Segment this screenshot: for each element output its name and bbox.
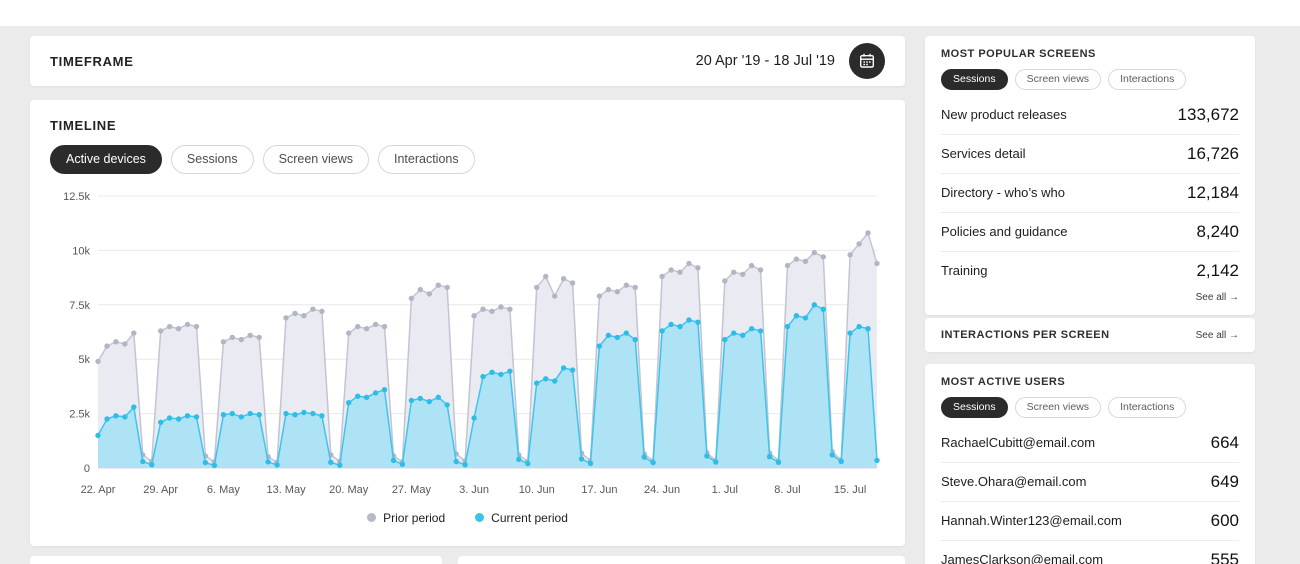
timeline-title: TIMELINE — [50, 118, 117, 133]
svg-text:24. Jun: 24. Jun — [644, 484, 680, 496]
tab-active-devices[interactable]: Active devices — [50, 145, 162, 174]
svg-text:27. May: 27. May — [392, 484, 432, 496]
table-row: Training 2,142 — [941, 252, 1239, 290]
popular-tab-sessions[interactable]: Sessions — [941, 69, 1008, 90]
timeframe-controls: 20 Apr '19 - 18 Jul '19 — [696, 43, 885, 79]
legend-current-label: Current period — [491, 510, 568, 525]
svg-text:29. Apr: 29. Apr — [143, 484, 178, 496]
user-count: 600 — [1210, 510, 1239, 530]
screen-name: Training — [941, 263, 988, 278]
timeframe-title: TIMEFRAME — [50, 53, 134, 69]
current-period-dot-icon — [475, 513, 485, 522]
active-users-tabs: Sessions Screen views Interactions — [941, 397, 1239, 418]
svg-text:7.5k: 7.5k — [69, 299, 90, 311]
table-row: Policies and guidance 8,240 — [941, 213, 1239, 252]
chart-legend: Prior period Current period — [50, 511, 885, 525]
screen-count: 8,240 — [1196, 221, 1239, 241]
screen-name: Policies and guidance — [941, 224, 1068, 239]
calendar-button[interactable] — [849, 43, 885, 79]
user-email: RachaelCubitt@email.com — [941, 435, 1096, 450]
legend-current-period: Current period — [475, 511, 568, 525]
see-all-popular-link[interactable]: See all → — [1195, 291, 1239, 303]
svg-text:8. Jul: 8. Jul — [774, 484, 800, 496]
svg-text:6. May: 6. May — [207, 484, 241, 496]
users-tab-sessions[interactable]: Sessions — [941, 397, 1008, 418]
next-panel-stub-left — [30, 556, 442, 564]
timeline-tabs: Active devices Sessions Screen views Int… — [50, 145, 885, 174]
svg-text:13. May: 13. May — [266, 484, 306, 496]
svg-text:1. Jul: 1. Jul — [712, 484, 738, 496]
most-popular-screens-panel: MOST POPULAR SCREENS Sessions Screen vie… — [925, 36, 1255, 315]
timeline-chart: 0 2.5k 5k 7.5k 10k 12.5k 22. Apr 29. Apr 6. May 1… — [63, 191, 880, 496]
tab-screen-views[interactable]: Screen views — [262, 145, 369, 174]
svg-text:20. May: 20. May — [329, 484, 369, 496]
screen-count: 2,142 — [1196, 260, 1239, 280]
legend-prior-period: Prior period — [367, 511, 445, 525]
svg-text:10. Jun: 10. Jun — [519, 484, 555, 496]
calendar-icon — [859, 53, 875, 69]
prior-period-dot-icon — [367, 513, 377, 522]
screen-name: New product releases — [941, 107, 1067, 122]
screen-count: 16,726 — [1187, 143, 1239, 163]
svg-text:10k: 10k — [72, 245, 90, 257]
svg-text:17. Jun: 17. Jun — [581, 484, 617, 496]
table-row: JamesClarkson@email.com 555 — [941, 541, 1239, 564]
interactions-per-screen-title: INTERACTIONS PER SCREEN — [941, 329, 1110, 341]
timeframe-panel: TIMEFRAME 20 Apr '19 - 18 Jul '19 — [30, 36, 905, 86]
svg-text:0: 0 — [84, 463, 90, 475]
timeline-panel: TIMELINE Active devices Sessions Screen … — [30, 100, 905, 546]
most-active-users-title: MOST ACTIVE USERS — [941, 376, 1066, 388]
table-row: New product releases 133,672 — [941, 96, 1239, 135]
svg-text:22. Apr: 22. Apr — [81, 484, 116, 496]
interactions-per-screen-panel: INTERACTIONS PER SCREEN See all → — [925, 318, 1255, 352]
popular-tab-screen-views[interactable]: Screen views — [1014, 69, 1102, 90]
next-panel-stub-right — [458, 556, 905, 564]
screen-name: Directory - who’s who — [941, 185, 1066, 200]
table-row: Hannah.Winter123@email.com 600 — [941, 502, 1239, 541]
timeline-chart-area: 0 2.5k 5k 7.5k 10k 12.5k 22. Apr 29. Apr 6. May 1… — [50, 182, 885, 509]
table-row: Directory - who’s who 12,184 — [941, 174, 1239, 213]
screen-count: 133,672 — [1177, 104, 1239, 124]
main-column: TIMEFRAME 20 Apr '19 - 18 Jul '19 — [30, 0, 905, 564]
user-count: 555 — [1210, 549, 1239, 564]
screen-count: 12,184 — [1187, 182, 1239, 202]
users-tab-screen-views[interactable]: Screen views — [1014, 397, 1102, 418]
user-count: 664 — [1210, 432, 1239, 452]
svg-text:12.5k: 12.5k — [63, 191, 90, 203]
most-active-users-panel: MOST ACTIVE USERS Sessions Screen views … — [925, 364, 1255, 564]
legend-prior-label: Prior period — [383, 510, 446, 525]
user-email: JamesClarkson@email.com — [941, 552, 1104, 564]
tab-interactions[interactable]: Interactions — [377, 145, 475, 174]
svg-text:2.5k: 2.5k — [69, 408, 90, 420]
svg-text:3. Jun: 3. Jun — [459, 484, 489, 496]
table-row: RachaelCubitt@email.com 664 — [941, 424, 1239, 463]
table-row: Services detail 16,726 — [941, 135, 1239, 174]
svg-text:15. Jul: 15. Jul — [834, 484, 866, 496]
user-email: Hannah.Winter123@email.com — [941, 513, 1122, 528]
user-email: Steve.Ohara@email.com — [941, 474, 1087, 489]
table-row: Steve.Ohara@email.com 649 — [941, 463, 1239, 502]
popular-tab-interactions[interactable]: Interactions — [1108, 69, 1187, 90]
user-count: 649 — [1210, 471, 1239, 491]
popular-screens-tabs: Sessions Screen views Interactions — [941, 69, 1239, 90]
date-range-value: 20 Apr '19 - 18 Jul '19 — [695, 53, 835, 69]
popular-screens-list: New product releases 133,672 Services de… — [941, 96, 1239, 290]
most-popular-screens-title: MOST POPULAR SCREENS — [941, 48, 1096, 60]
tab-sessions[interactable]: Sessions — [170, 145, 254, 174]
svg-text:5k: 5k — [78, 354, 90, 366]
top-bar — [0, 0, 1300, 26]
screen-name: Services detail — [941, 146, 1026, 161]
see-all-interactions-link[interactable]: See all → — [1195, 329, 1239, 341]
users-tab-interactions[interactable]: Interactions — [1108, 397, 1187, 418]
sidebar: MOST POPULAR SCREENS Sessions Screen vie… — [925, 0, 1255, 564]
active-users-list: RachaelCubitt@email.com 664 Steve.Ohara@… — [941, 424, 1239, 564]
